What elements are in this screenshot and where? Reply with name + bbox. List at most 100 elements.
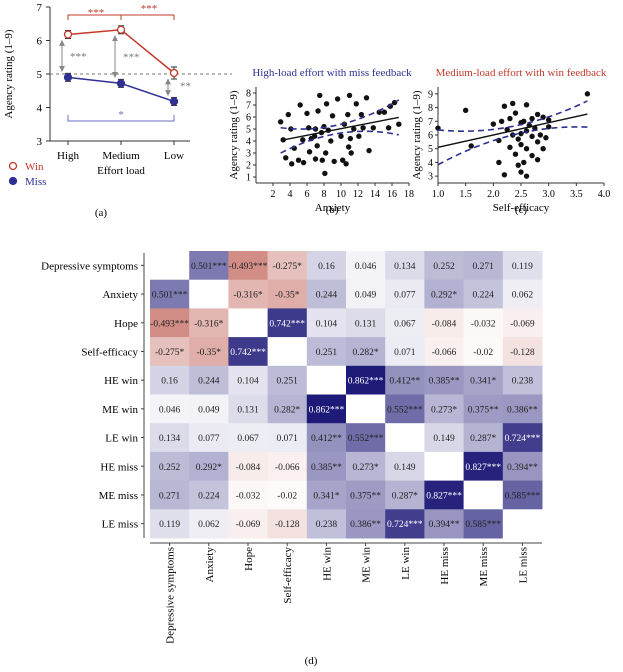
heatmap-cell: [150, 365, 190, 395]
heatmap-cell-value: 0.149: [394, 463, 416, 473]
y-tick-label: 5: [246, 125, 251, 136]
heatmap-cell: [424, 423, 465, 453]
scatter-point: [529, 152, 535, 159]
column-label: LE win: [400, 547, 412, 580]
heatmap-cell: [346, 423, 386, 453]
heatmap-cell: [189, 394, 229, 424]
heatmap-cell: [346, 451, 386, 482]
scatter-point: [496, 159, 502, 166]
scatter-point: [351, 126, 357, 132]
scatter-point: [507, 144, 513, 151]
heatmap-cell: [228, 279, 269, 309]
heatmap-cell: [150, 509, 190, 539]
heatmap-cell-value: 0.585***: [505, 491, 541, 501]
heatmap-cell-value: 0.077: [394, 291, 416, 301]
column-label: Depressive symptoms: [165, 547, 177, 644]
heatmap-cell: [385, 251, 425, 281]
heatmap-cell-value: -0.35*: [275, 291, 300, 301]
y-axis-label: Agency rating (1–9): [228, 90, 240, 180]
row-label: ME miss: [99, 490, 138, 502]
scatter-point: [323, 101, 330, 107]
heatmap-cell: [424, 365, 465, 395]
heatmap-cell: [150, 279, 190, 309]
scatter-point: [504, 126, 510, 133]
heatmap-cell-diagonal: [228, 308, 269, 338]
heatmap-cell-value: -0.493***: [150, 319, 189, 329]
heatmap-cell: [189, 251, 229, 281]
heatmap-cell: [306, 279, 347, 309]
scatter-point: [348, 150, 354, 156]
scatter-point: [297, 102, 303, 108]
panel-label-b: (b): [326, 204, 339, 216]
ci-band-upper: [437, 100, 588, 132]
column-label: Anxiety: [204, 547, 216, 583]
heatmap-cell-diagonal: [346, 394, 386, 424]
heatmap-cell: [463, 451, 504, 482]
scatter-point: [366, 147, 372, 154]
heatmap-cell: [150, 337, 190, 367]
heatmap-cell-value: 0.724***: [387, 520, 423, 530]
scatter-point: [331, 158, 337, 165]
scatter-point: [396, 121, 402, 127]
heatmap-cell-value: 0.385**: [429, 377, 460, 387]
x-tick-label: 16: [387, 189, 397, 200]
heatmap-cell-value: -0.084: [432, 319, 457, 329]
heatmap-cell-value: 0.273*: [353, 463, 379, 473]
x-axis-label: Anxiety: [315, 202, 351, 214]
heatmap-cell-value: -0.069: [510, 319, 535, 329]
x-tick-label: 8: [322, 189, 327, 200]
heatmap-cell: [463, 365, 504, 395]
heatmap-cell: [189, 308, 229, 338]
heatmap-cell: [267, 308, 308, 338]
x-tick-label: 2.0: [487, 189, 500, 200]
heatmap-cell-diagonal: [385, 423, 425, 453]
heatmap-cell-value: -0.35*: [197, 348, 222, 358]
heatmap-cell-value: 0.271: [473, 262, 495, 272]
panel-label-d: (d): [305, 655, 318, 667]
heatmap-cell-value: 0.104: [237, 377, 259, 387]
scatter-point: [317, 92, 323, 99]
heatmap-cell-value: -0.032: [471, 319, 496, 329]
heatmap-cell-value: 0.119: [512, 262, 533, 272]
heatmap-cell: [228, 509, 269, 539]
heatmap-cell-diagonal: [150, 251, 190, 281]
heatmap-cell: [228, 451, 269, 482]
heatmap-cell: [267, 394, 308, 424]
scatter-point: [521, 159, 527, 166]
heatmap-cell-value: 0.244: [198, 377, 220, 387]
heatmap-cell-value: 0.062: [198, 520, 220, 530]
scatter-point: [381, 109, 388, 115]
heatmap-cell-value: 0.067: [237, 434, 259, 444]
column-label: HE win: [321, 547, 333, 581]
x-tick-label: 1.0: [432, 189, 445, 200]
y-tick-label: 7: [37, 2, 43, 14]
heatmap-cell-value: 0.552***: [387, 405, 423, 415]
sig-miss-high-low: *: [118, 109, 124, 121]
scatter-point: [314, 143, 320, 149]
row-label: Self-efficacy: [81, 346, 138, 358]
heatmap-cell-value: 0.119: [159, 520, 180, 530]
heatmap-cell: [502, 480, 543, 510]
heatmap-cell: [189, 480, 229, 510]
heatmap-cell-value: 0.077: [198, 434, 220, 444]
scatter-point: [363, 95, 370, 101]
x-tick-label: Low: [164, 150, 184, 162]
heatmap-cell: [267, 451, 308, 482]
scatter-point: [515, 136, 521, 142]
scatter-point: [518, 141, 524, 148]
y-tick-label: 5: [428, 144, 433, 155]
y-tick-label: 6: [246, 113, 251, 124]
heatmap-cell-value: -0.084: [236, 463, 261, 473]
fit-line: [437, 113, 588, 149]
scatter-point: [322, 170, 328, 177]
heatmap-cell-value: 0.501***: [152, 291, 188, 301]
scatter-point: [304, 110, 310, 117]
x-axis-label: Effort load: [97, 165, 145, 177]
heatmap-cell-value: 0.238: [512, 377, 534, 387]
scatter-point: [358, 111, 365, 118]
scatter-point: [356, 133, 362, 139]
heatmap-cell: [463, 394, 504, 424]
heatmap-cell: [150, 480, 190, 510]
y-tick-label: 1: [246, 173, 251, 184]
scatter-point: [468, 143, 474, 149]
